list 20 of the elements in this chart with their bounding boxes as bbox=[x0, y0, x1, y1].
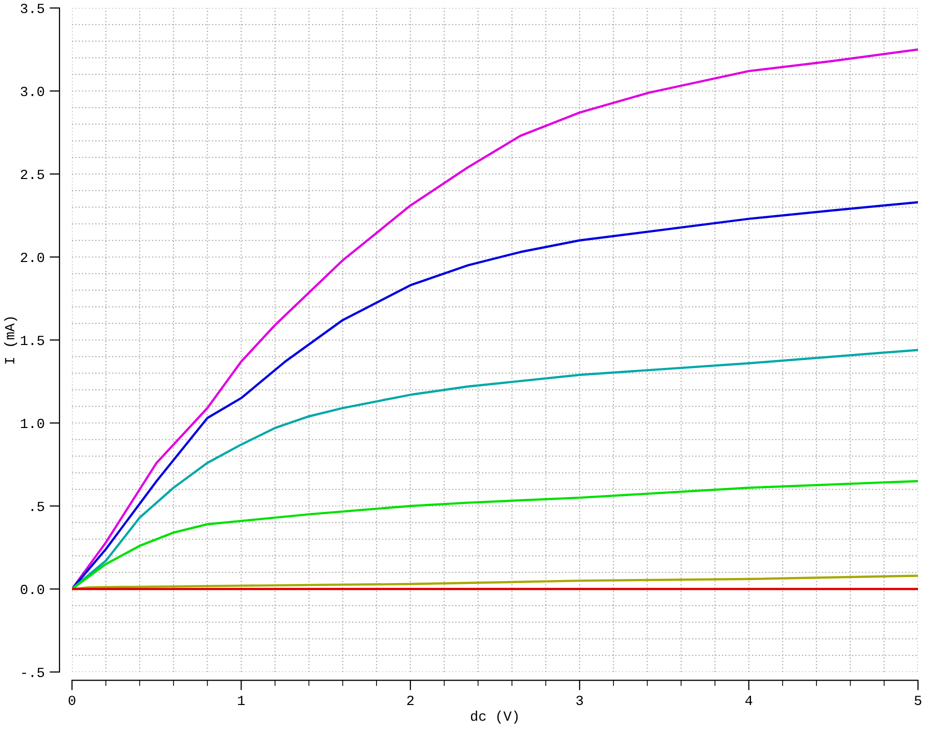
y-tick-label: 2.5 bbox=[20, 170, 44, 180]
y-tick-label: 0.0 bbox=[20, 584, 44, 594]
x-tick-label: 3 bbox=[576, 696, 583, 706]
y-tick-label: 2.0 bbox=[20, 252, 44, 262]
y-tick-label: 1.5 bbox=[20, 336, 44, 346]
x-tick-label: 0 bbox=[68, 696, 76, 706]
y-tick-label: .5 bbox=[32, 502, 44, 512]
x-tick-label: 4 bbox=[745, 696, 752, 705]
line-series bbox=[72, 480, 918, 590]
y-tick-label: 1.0 bbox=[20, 418, 44, 428]
x-tick-label: 2 bbox=[407, 696, 414, 705]
x-axis-title: dc (V) bbox=[470, 710, 518, 724]
y-tick-label: 3.5 bbox=[20, 4, 44, 14]
y-tick-label: 3.0 bbox=[20, 86, 44, 96]
line-series bbox=[72, 201, 918, 590]
x-tick-label: 5 bbox=[914, 696, 922, 706]
x-tick-label: 1 bbox=[238, 696, 245, 705]
y-tick-label: -.5 bbox=[22, 668, 44, 678]
line-series bbox=[72, 574, 918, 590]
y-axis-title: I (mA) bbox=[4, 317, 18, 364]
